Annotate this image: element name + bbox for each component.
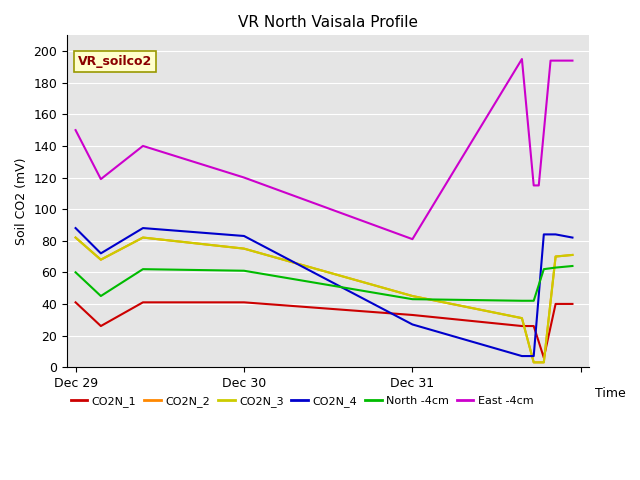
- Text: Time: Time: [595, 387, 625, 400]
- Text: VR_soilco2: VR_soilco2: [77, 55, 152, 68]
- Y-axis label: Soil CO2 (mV): Soil CO2 (mV): [15, 157, 28, 245]
- Legend: CO2N_1, CO2N_2, CO2N_3, CO2N_4, North -4cm, East -4cm: CO2N_1, CO2N_2, CO2N_3, CO2N_4, North -4…: [67, 392, 538, 411]
- Title: VR North Vaisala Profile: VR North Vaisala Profile: [238, 15, 418, 30]
